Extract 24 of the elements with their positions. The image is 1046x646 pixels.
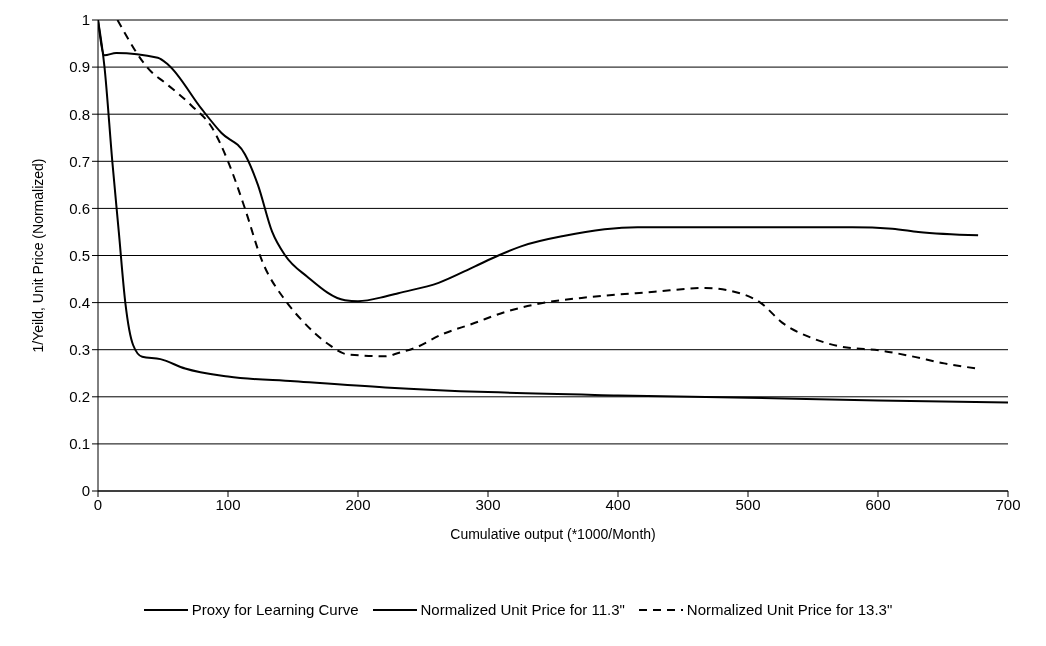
legend-label: Normalized Unit Price for 11.3" <box>420 601 625 618</box>
x-tick-label: 300 <box>475 495 501 513</box>
x-tick-label: 500 <box>735 495 761 513</box>
y-tick-label: 0.7 <box>69 152 90 170</box>
y-tick-label: 0.3 <box>69 341 90 359</box>
y-tick-label: 0 <box>81 482 90 500</box>
x-tick-label: 400 <box>605 495 631 513</box>
y-tick-label: 0.5 <box>69 246 90 264</box>
y-tick-label: 0.9 <box>69 58 90 76</box>
legend-label: Normalized Unit Price for 13.3" <box>686 601 893 618</box>
y-tick-label: 0.4 <box>69 293 90 311</box>
y-tick-label: 0.6 <box>69 199 90 217</box>
legend-label: Proxy for Learning Curve <box>191 601 359 618</box>
x-tick-label: 200 <box>345 495 371 513</box>
x-tick-label: 600 <box>865 495 891 513</box>
x-axis-title: Cumulative output (*1000/Month) <box>450 526 656 542</box>
x-tick-label: 0 <box>93 495 103 513</box>
y-tick-label: 0.1 <box>69 435 90 453</box>
x-tick-label: 100 <box>215 495 241 513</box>
y-tick-label: 0.8 <box>69 105 90 123</box>
y-tick-label: 0.2 <box>69 388 90 406</box>
y-tick-label: 1 <box>81 11 90 29</box>
x-tick-label: 700 <box>995 495 1021 513</box>
y-axis-title: 1/Yeild, Unit Price (Normalized) <box>29 158 46 353</box>
